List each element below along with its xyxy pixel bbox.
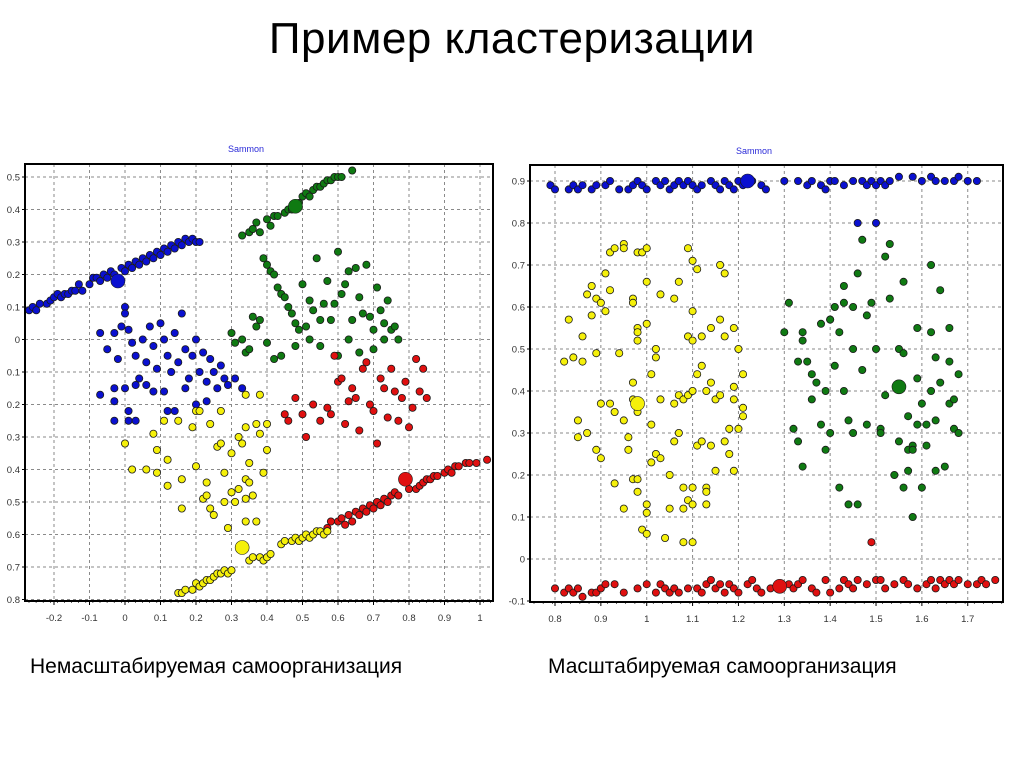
data-points — [25, 166, 492, 597]
chart-left-title: Sammon — [228, 144, 265, 154]
y-tick-label: 0.1 — [512, 513, 525, 524]
x-tick-label: 0.2 — [189, 613, 202, 624]
y-tick-label: 0.2 — [7, 400, 20, 411]
x-tick-label: -0.1 — [81, 613, 97, 624]
series-yellow — [560, 240, 748, 547]
series-yellow — [121, 390, 332, 597]
centroid-yellow — [630, 396, 645, 411]
y-tick-label: 0.8 — [7, 595, 20, 606]
centroid-blue — [740, 173, 755, 189]
plot-frame — [529, 164, 1004, 603]
slide-title: Пример кластеризации — [268, 14, 756, 63]
y-tick-label: 0.1 — [7, 368, 20, 379]
y-tick-label: 0.5 — [7, 498, 20, 509]
y-tick-label: 0.6 — [512, 303, 525, 314]
x-tick-label: 0.9 — [594, 614, 607, 625]
grid-lines — [530, 165, 1003, 602]
series-blue — [546, 172, 981, 228]
y-tick-label: 0 — [520, 555, 525, 566]
centroid-green — [891, 379, 907, 395]
y-tick-label: 0.6 — [7, 530, 20, 541]
x-tick-label: 0.1 — [154, 613, 167, 624]
centroid-yellow — [234, 540, 250, 555]
x-tick-label: 0.9 — [438, 613, 451, 624]
x-tick-label: 0 — [122, 613, 127, 624]
y-tick-label: 0.4 — [7, 205, 20, 216]
x-tick-label: 1 — [644, 614, 649, 625]
centroid-red — [398, 471, 413, 487]
y-tick-label: 0.2 — [7, 270, 20, 281]
centroid-blue — [110, 273, 126, 289]
y-tick-label: 0 — [15, 335, 20, 346]
y-tick-label: 0.3 — [7, 238, 20, 249]
y-tick-label: 0.3 — [512, 429, 525, 440]
y-tick-label: -0.1 — [509, 597, 525, 608]
y-tick-label: 0.9 — [512, 177, 525, 188]
x-tick-label: -0.2 — [46, 613, 62, 624]
centroid-green — [288, 198, 303, 214]
x-tick-label: 0.8 — [548, 614, 561, 625]
plot-frame — [24, 163, 494, 602]
x-tick-label: 1.2 — [732, 614, 745, 625]
series-green — [227, 166, 403, 363]
x-tick-label: 0.8 — [402, 613, 415, 624]
y-tick-label: 0.7 — [7, 563, 20, 574]
x-tick-label: 0.5 — [296, 613, 309, 624]
y-tick-label: 0.5 — [7, 173, 20, 184]
grid-lines — [25, 164, 493, 601]
centroid-red — [772, 578, 788, 594]
x-tick-label: 0.4 — [260, 613, 273, 624]
x-tick-label: 0.6 — [331, 613, 344, 624]
series-red — [280, 351, 492, 532]
x-tick-label: 1.4 — [824, 614, 837, 625]
caption-left: Немасштабируемая самоорганизация — [30, 655, 403, 678]
x-tick-label: 1.7 — [961, 614, 974, 625]
x-tick-label: 1.1 — [686, 614, 699, 625]
y-tick-label: 0.4 — [7, 465, 20, 476]
y-tick-label: 0.5 — [512, 345, 525, 356]
caption-right: Масштабируемая самоорганизация — [548, 655, 897, 678]
series-blue — [25, 234, 247, 425]
chart-left: Sammon -0.2 -0.1 0 0.1 0.2 0.3 0.4 0.5 0.6 0.7 0.8… — [0, 140, 510, 640]
x-tick-label: 1.3 — [778, 614, 791, 625]
y-tick-label: 0.1 — [7, 303, 20, 314]
series-green — [780, 235, 963, 521]
x-tick-label: 1.5 — [869, 614, 882, 625]
chart-right: Sammon 0.8 0.9 1 1.1 1.2 1.3 1.4 1.5 1.6 1.7 0.9 0.… — [505, 140, 1024, 640]
y-tick-label: 0.4 — [512, 387, 525, 398]
x-tick-label: 1.6 — [915, 614, 928, 625]
x-tick-label: 0.7 — [367, 613, 380, 624]
series-red — [551, 538, 1000, 601]
y-tick-label: 0.2 — [512, 471, 525, 482]
chart-right-title: Sammon — [736, 146, 773, 156]
scatter-plot-left: -0.2 -0.1 0 0.1 0.2 0.3 0.4 0.5 0.6 0.7 0.8 0.9 1 0.5… — [7, 163, 494, 624]
y-tick-label: 0.3 — [7, 433, 20, 444]
y-tick-label: 0.8 — [512, 219, 525, 230]
x-tick-label: 0.3 — [225, 613, 238, 624]
y-tick-label: 0.7 — [512, 261, 525, 272]
data-points — [546, 172, 1000, 601]
scatter-plot-right: 0.8 0.9 1 1.1 1.2 1.3 1.4 1.5 1.6 1.7 0.9 0.8 0.7 0.6… — [509, 164, 1004, 625]
x-tick-label: 1 — [477, 613, 482, 624]
